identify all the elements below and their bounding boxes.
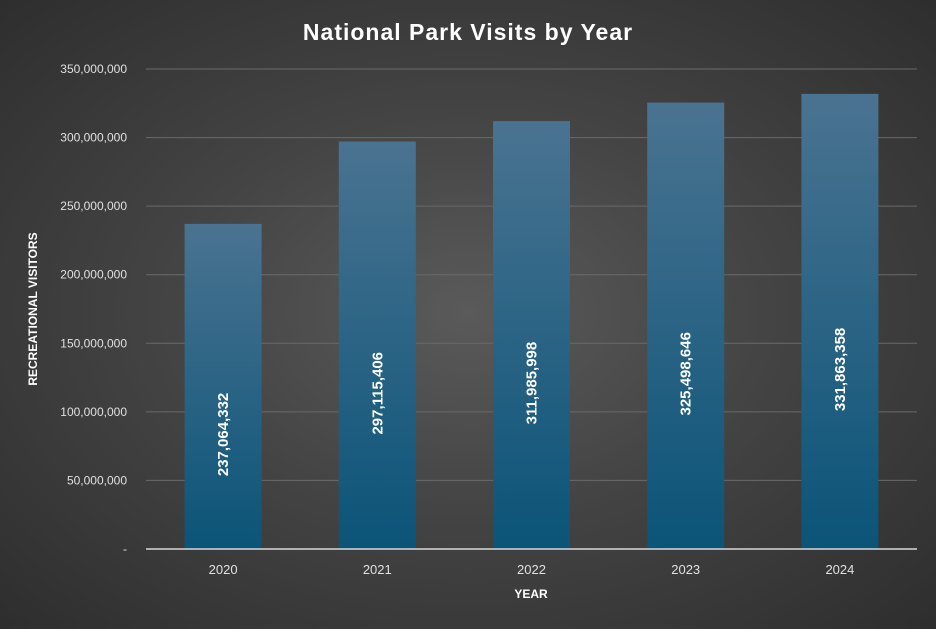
data-label-2024: 331,863,358 bbox=[832, 328, 849, 411]
y-tick-label: 150,000,000 bbox=[60, 336, 127, 350]
bar-2024 bbox=[801, 93, 879, 549]
y-tick-label: 250,000,000 bbox=[60, 199, 127, 213]
data-label-2022: 311,985,998 bbox=[524, 342, 541, 425]
x-axis-label: YEAR bbox=[514, 587, 548, 601]
y-axis-ticks: - 50,000,000 100,000,000 150,000,000 200,000… bbox=[60, 62, 127, 556]
x-tick-label: 2022 bbox=[517, 562, 546, 577]
y-tick-label: 100,000,000 bbox=[60, 405, 127, 419]
x-tick-label: 2023 bbox=[671, 562, 700, 577]
y-tick-label: 50,000,000 bbox=[67, 473, 127, 487]
data-label-2021: 297,115,406 bbox=[369, 352, 386, 435]
y-tick-label: 300,000,000 bbox=[60, 131, 127, 145]
bars: 237,064,332 297,115,406 311,985,998 325,498… bbox=[184, 93, 879, 550]
y-tick-label: - bbox=[123, 542, 127, 556]
x-axis-ticks: 2020 2021 2022 2023 2024 bbox=[209, 562, 855, 577]
bar-2022 bbox=[493, 121, 570, 550]
bar-2020 bbox=[184, 223, 262, 549]
y-tick-label: 200,000,000 bbox=[60, 268, 127, 282]
x-tick-label: 2024 bbox=[825, 562, 854, 577]
y-axis-label: RECREATIONAL VISITORS bbox=[26, 232, 40, 385]
data-label-2023: 325,498,646 bbox=[678, 332, 695, 415]
chart-title: National Park Visits by Year bbox=[303, 19, 633, 45]
y-tick-label: 350,000,000 bbox=[60, 62, 127, 76]
bar-2021 bbox=[338, 141, 416, 549]
x-tick-label: 2020 bbox=[209, 562, 238, 577]
x-tick-label: 2021 bbox=[363, 562, 392, 577]
bar-2023 bbox=[647, 102, 725, 549]
data-label-2020: 237,064,332 bbox=[215, 393, 232, 476]
